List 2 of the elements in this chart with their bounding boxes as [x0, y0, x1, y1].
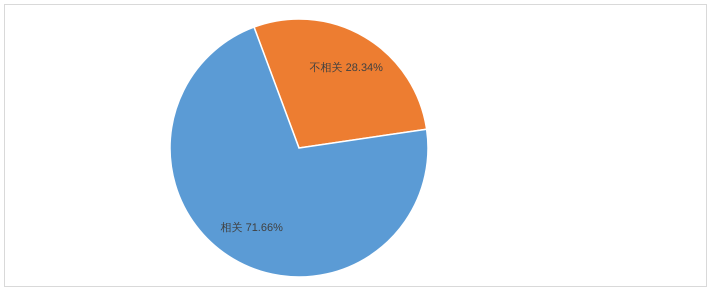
- slice-label: 不相关 28.34%: [310, 60, 384, 74]
- slice-label: 相关 71.66%: [220, 220, 284, 234]
